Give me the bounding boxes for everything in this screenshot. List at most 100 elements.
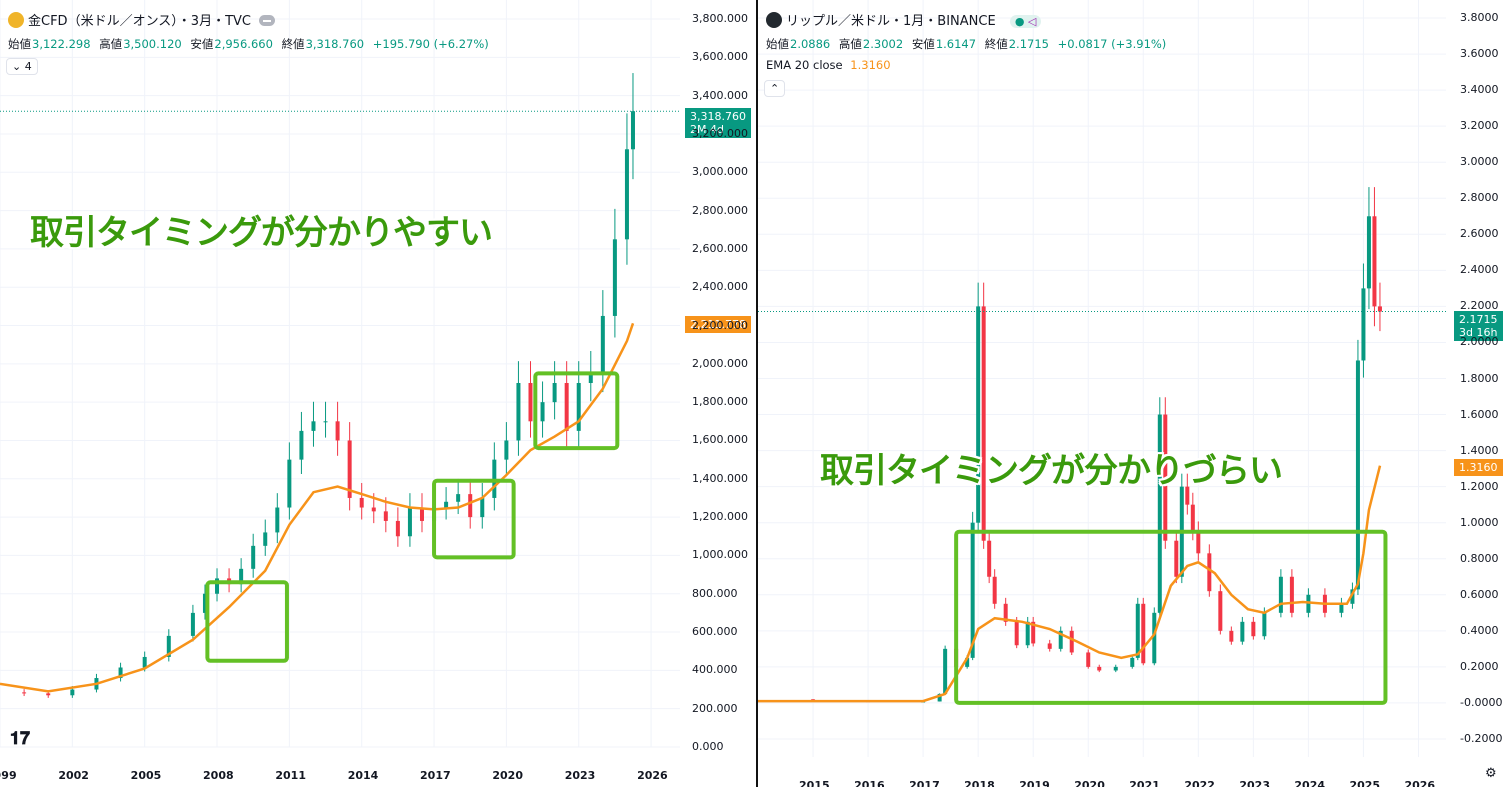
y-tick-label: 3,200.000 bbox=[692, 126, 748, 140]
candle-body bbox=[407, 507, 412, 537]
y-tick-label: 1,200.000 bbox=[692, 510, 748, 524]
chevron-down-icon: ⌄ bbox=[12, 60, 22, 73]
y-tick-label: 1.2000 bbox=[1460, 479, 1499, 493]
candle-body bbox=[1185, 486, 1190, 505]
candle-body bbox=[166, 635, 171, 657]
y-tick-label: 1,400.000 bbox=[692, 471, 748, 485]
open-value: 2.0886 bbox=[790, 37, 831, 51]
change-value: +195.790 (+6.27%) bbox=[372, 37, 489, 51]
legend-collapse-button[interactable]: ⌃ bbox=[764, 80, 786, 97]
ema-price-value: 2,211.778 bbox=[690, 318, 746, 332]
candle-body bbox=[630, 111, 635, 150]
y-tick-label: 600.000 bbox=[692, 625, 738, 639]
candle-body bbox=[1163, 414, 1168, 541]
y-tick-label: 3,000.000 bbox=[692, 165, 748, 179]
y-tick-label: 3,800.000 bbox=[692, 12, 748, 25]
x-tick-label: 2023 bbox=[564, 769, 596, 782]
candle-body bbox=[1031, 621, 1036, 644]
y-tick-label: 1,800.000 bbox=[692, 395, 748, 409]
indicator-count: 4 bbox=[24, 60, 32, 73]
candle-body bbox=[552, 383, 557, 403]
tradingview-logo[interactable]: 𝟏𝟕 bbox=[10, 728, 31, 749]
gold-chart-panel: 金CFD（米ドル／オンス）・3月・TVC 始値3,122.298 高値3,500… bbox=[0, 0, 756, 787]
xrp-title[interactable]: リップル／米ドル・1月・BINANCE ● ◁ bbox=[766, 10, 1042, 29]
candle-body bbox=[528, 383, 533, 422]
candle-body bbox=[1135, 603, 1140, 658]
xrp-ohlc: 始値2.0886 高値2.3002 安値1.6147 終値2.1715 +0.0… bbox=[766, 36, 1171, 52]
ema-line bbox=[758, 465, 1382, 703]
y-tick-label: 0.6000 bbox=[1460, 587, 1499, 601]
high-label: 高値 bbox=[838, 37, 862, 51]
candle-body bbox=[1141, 603, 1146, 664]
high-label: 高値 bbox=[99, 37, 123, 51]
candle-body bbox=[22, 692, 27, 694]
indicators-toggle[interactable]: ⌄ 4 bbox=[6, 58, 38, 75]
highlight-box bbox=[432, 478, 516, 560]
panel-divider[interactable] bbox=[756, 0, 758, 787]
candle-body bbox=[1097, 666, 1102, 671]
ema-line bbox=[0, 322, 635, 693]
close-value: 3,318.760 bbox=[305, 37, 365, 51]
ema-legend[interactable]: EMA 20 close 1.3160 bbox=[766, 58, 891, 72]
candle-body bbox=[516, 383, 521, 441]
highlight-box bbox=[205, 580, 289, 663]
y-tick-label: 3,400.000 bbox=[692, 88, 748, 102]
gold-title-text: 金CFD（米ドル／オンス）・3月・TVC bbox=[28, 14, 251, 29]
open-value: 3,122.298 bbox=[32, 37, 91, 51]
candle-body bbox=[468, 494, 473, 518]
bar-countdown: 2M 4d bbox=[690, 123, 724, 137]
x-tick-label: 2026 bbox=[1404, 779, 1436, 787]
y-tick-label: 1.4000 bbox=[1460, 443, 1499, 457]
candle-body bbox=[1130, 657, 1135, 667]
candle-body bbox=[263, 532, 268, 546]
ema-price-value: 1.3160 bbox=[1459, 460, 1498, 474]
y-tick-label: 2.0000 bbox=[1460, 335, 1499, 349]
y-tick-label: 2,800.000 bbox=[692, 203, 748, 217]
candle-body bbox=[1306, 594, 1311, 613]
candle-body bbox=[70, 689, 75, 696]
candle-body bbox=[1366, 216, 1371, 289]
gold-chart-canvas[interactable] bbox=[0, 0, 756, 787]
y-tick-label: 0.8000 bbox=[1460, 551, 1499, 565]
candle-body bbox=[937, 693, 942, 702]
x-tick-label: 2008 bbox=[203, 769, 234, 782]
low-label: 安値 bbox=[911, 37, 935, 51]
y-tick-label: 0.000 bbox=[692, 740, 724, 753]
candle-body bbox=[287, 459, 292, 508]
y-tick-label: 2,600.000 bbox=[692, 241, 748, 255]
y-tick-label: -0.2000 bbox=[1460, 731, 1503, 745]
candle-body bbox=[564, 383, 569, 431]
candle-body bbox=[215, 578, 220, 594]
candle-body bbox=[1207, 553, 1212, 592]
candle-body bbox=[118, 667, 123, 679]
candle-body bbox=[1355, 360, 1360, 590]
ema-legend-label: EMA 20 close bbox=[766, 58, 843, 72]
candle-body bbox=[588, 373, 593, 383]
candle-body bbox=[1152, 612, 1157, 664]
status-icons[interactable]: ● ◁ bbox=[1009, 15, 1042, 28]
y-tick-label: 2.2000 bbox=[1460, 299, 1499, 313]
x-tick-label: 2017 bbox=[420, 769, 451, 782]
candle-body bbox=[540, 402, 545, 422]
x-tick-label: 2020 bbox=[492, 769, 523, 782]
y-tick-label: 1,600.000 bbox=[692, 433, 748, 447]
gold-title[interactable]: 金CFD（米ドル／オンス）・3月・TVC bbox=[8, 10, 275, 29]
x-tick-label: 1999 bbox=[0, 769, 17, 782]
candle-body bbox=[1025, 621, 1030, 646]
low-value: 2,956.660 bbox=[214, 37, 273, 51]
candle-body bbox=[1262, 612, 1267, 637]
y-tick-label: 400.000 bbox=[692, 663, 738, 677]
gold-ohlc: 始値3,122.298 高値3,500.120 安値2,956.660 終値3,… bbox=[8, 36, 494, 52]
x-tick-label: 2021 bbox=[1129, 779, 1160, 787]
y-tick-label: 800.000 bbox=[692, 586, 738, 600]
hide-icon[interactable] bbox=[259, 15, 275, 26]
candle-body bbox=[1086, 652, 1091, 667]
last-price-badge: 3,318.760 2M 4d bbox=[685, 108, 751, 139]
candle-body bbox=[504, 440, 509, 460]
xrp-chart-canvas[interactable] bbox=[758, 0, 1511, 787]
ema-legend-value: 1.3160 bbox=[850, 58, 891, 72]
candle-body bbox=[335, 421, 340, 441]
x-tick-label: 2019 bbox=[1019, 779, 1050, 787]
settings-icon[interactable]: ⚙ bbox=[1485, 766, 1497, 781]
gold-annotation: 取引タイミングが分かりやすい bbox=[30, 213, 493, 253]
